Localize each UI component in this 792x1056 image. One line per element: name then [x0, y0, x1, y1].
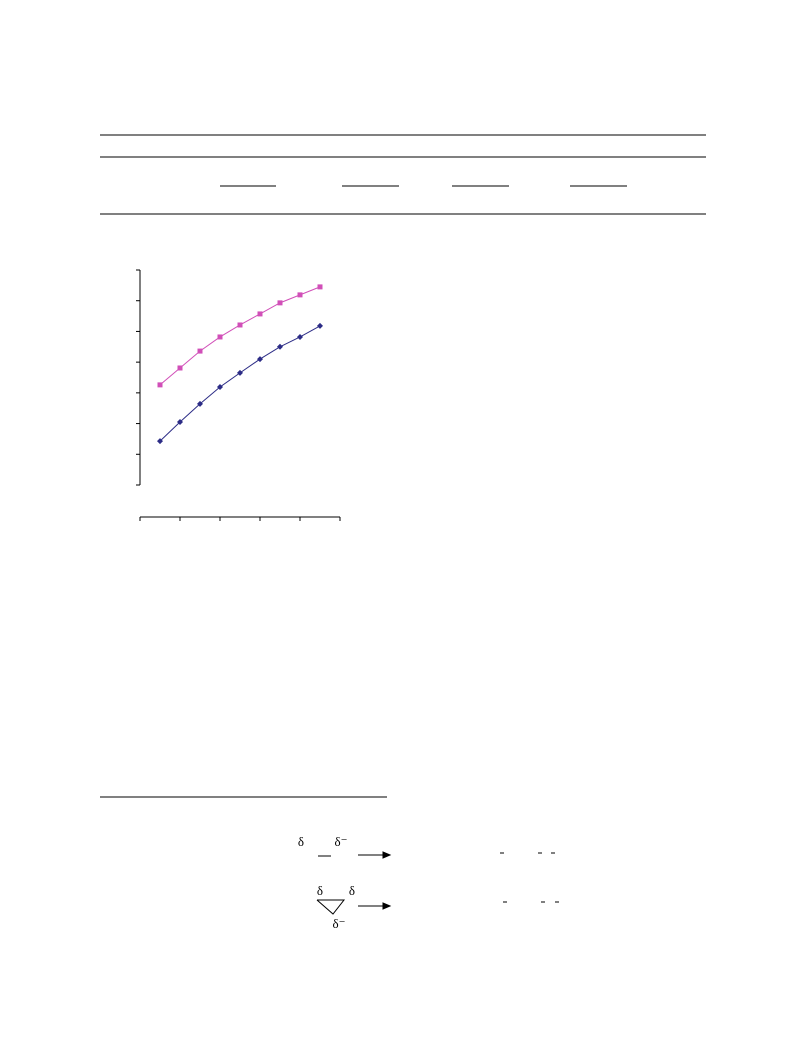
charge-label: δ	[349, 883, 355, 898]
point	[297, 333, 303, 340]
point	[197, 348, 203, 354]
charge-label: δ⁻	[333, 916, 346, 931]
table-rules	[100, 134, 706, 798]
point	[317, 284, 323, 290]
point	[177, 365, 183, 371]
arrow-head	[382, 902, 392, 910]
point	[317, 322, 323, 329]
charge-label: δ⁻	[335, 834, 348, 849]
point	[237, 369, 243, 376]
point	[277, 300, 283, 306]
point	[177, 419, 183, 426]
point	[257, 356, 263, 363]
point	[297, 292, 303, 298]
point	[277, 343, 283, 350]
charge-label: δ	[298, 834, 304, 849]
ring	[316, 899, 346, 915]
point	[217, 334, 223, 340]
point	[157, 438, 163, 445]
point	[197, 400, 203, 407]
point	[217, 384, 223, 391]
arrow-head	[382, 851, 392, 859]
reaction-shapes	[316, 851, 559, 915]
charge-label: δ	[317, 883, 323, 898]
point	[257, 311, 263, 317]
series-line	[159, 325, 321, 442]
point	[237, 322, 243, 328]
chart	[136, 269, 341, 521]
point	[157, 382, 163, 388]
